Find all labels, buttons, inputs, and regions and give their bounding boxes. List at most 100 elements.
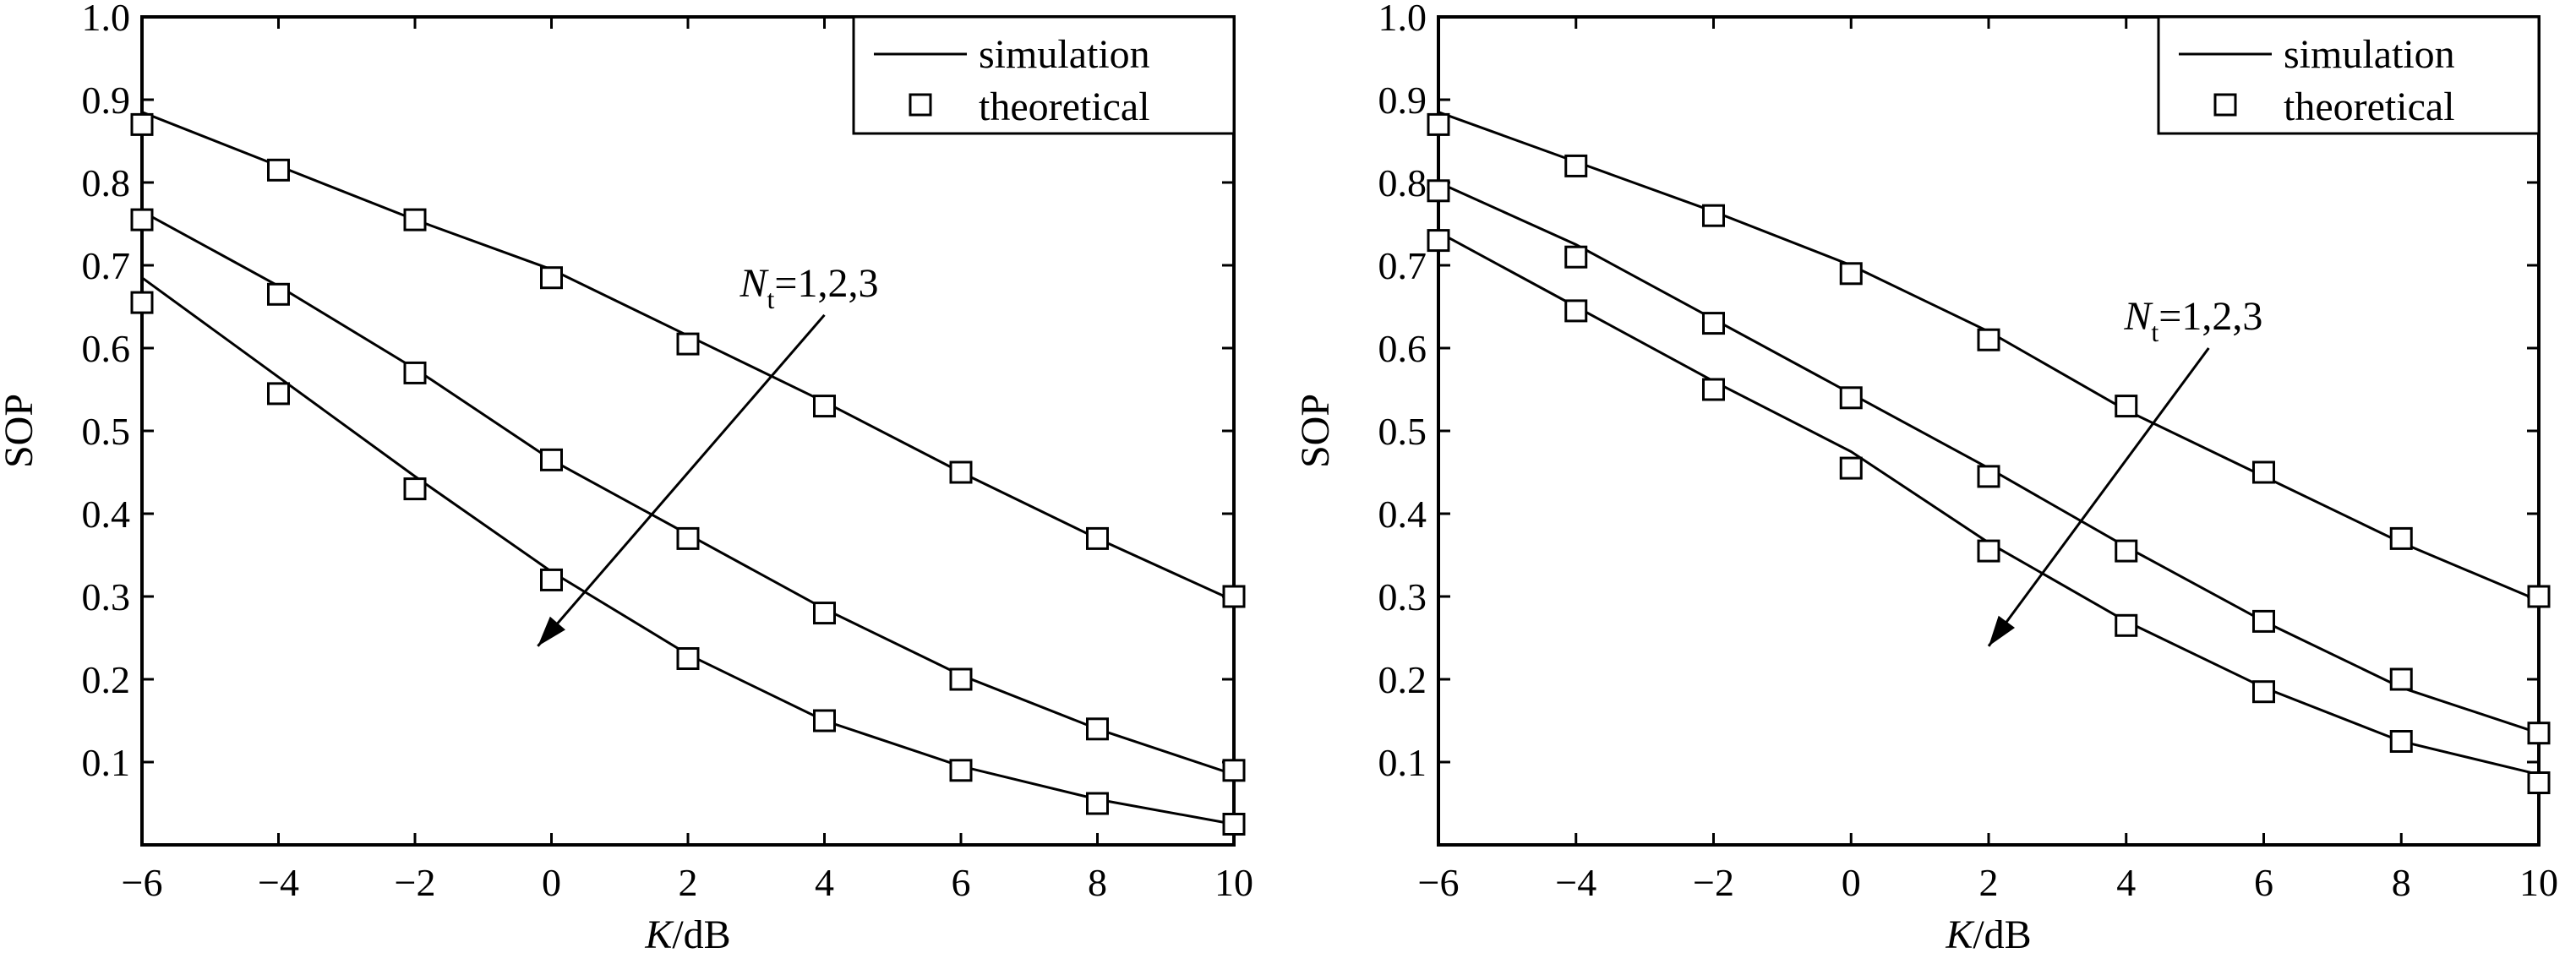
annotation-arrow-line	[537, 313, 826, 647]
x-tick-label: −2	[1693, 861, 1734, 904]
theoretical-marker	[1702, 378, 1725, 401]
theoretical-marker	[540, 448, 563, 471]
theoretical-marker	[1564, 299, 1588, 323]
theoretical-marker	[2252, 609, 2275, 633]
annotation-label: Nt=1,2,3	[2123, 294, 2262, 347]
theoretical-marker	[1702, 312, 1725, 335]
theoretical-marker	[1086, 526, 1109, 550]
theoretical-marker	[949, 667, 973, 691]
x-tick-label: 6	[2254, 861, 2273, 904]
x-tick-label: 0	[1842, 861, 1861, 904]
theoretical-marker	[1427, 179, 1450, 203]
x-tick-label: 2	[679, 861, 698, 904]
theoretical-marker	[1839, 386, 1863, 410]
theoretical-marker	[2527, 771, 2551, 794]
y-tick-label: 0.7	[1378, 244, 1427, 287]
theoretical-marker	[130, 291, 154, 314]
legend-label-theoretical: theoretical	[979, 84, 1150, 129]
x-tick-label: 8	[2392, 861, 2411, 904]
y-tick-label: 0.2	[82, 658, 131, 701]
theoretical-marker	[1222, 759, 1246, 782]
simulation-line	[141, 276, 1235, 825]
x-tick-label: −6	[1418, 861, 1460, 904]
y-tick-label: 0.7	[82, 244, 131, 287]
x-tick-label: 0	[542, 861, 561, 904]
x-axis-label-unit: /dB	[672, 912, 730, 957]
theoretical-marker	[540, 568, 563, 591]
y-tick-label: 0.8	[1378, 161, 1427, 204]
series-1	[130, 111, 1246, 608]
x-tick-label: −2	[395, 861, 436, 904]
x-axis-label-var: K	[644, 912, 674, 957]
chart-panel-1: −6 −4 −2 0 2 4 6 8 10 0.1 0.2 0.3 0.4 0.5 0.6 0.7 0.8 0.9…	[0, 0, 1253, 957]
theoretical-marker	[1977, 328, 2000, 351]
annotation-values: =1,2,3	[774, 261, 878, 306]
y-axis-label: SOP	[1293, 394, 1338, 468]
annotation-arrow-line	[1987, 347, 2210, 647]
theoretical-marker	[2389, 730, 2413, 753]
theoretical-marker	[403, 208, 427, 231]
legend: simulation theoretical	[2157, 15, 2541, 135]
theoretical-marker	[2115, 539, 2138, 563]
legend-marker-swatch	[2213, 93, 2237, 117]
theoretical-marker	[1086, 792, 1109, 815]
theoretical-marker	[2527, 722, 2551, 745]
theoretical-marker	[267, 382, 290, 406]
theoretical-marker	[1564, 245, 1588, 269]
y-tick-label: 1.0	[1378, 0, 1427, 39]
chart-panel-2: −6 −4 −2 0 2 4 6 8 10 0.1 0.2 0.3 0.4 0.5 0.6 0.7 0.8 0.9…	[1293, 0, 2558, 957]
annotation-values: =1,2,3	[2158, 294, 2262, 339]
series-2	[1427, 179, 2551, 745]
y-tick-label: 0.3	[82, 575, 131, 618]
series-3	[1427, 229, 2551, 794]
theoretical-marker	[2252, 460, 2275, 484]
legend-label-simulation: simulation	[979, 32, 1150, 77]
theoretical-marker	[403, 361, 427, 384]
simulation-line	[1438, 181, 2540, 735]
x-axis-label-unit: /dB	[1973, 912, 2031, 957]
y-tick-label: 0.9	[82, 79, 131, 122]
annotation-symbol: N	[740, 261, 770, 306]
annotation-subscript: t	[767, 284, 775, 314]
theoretical-marker	[1222, 813, 1246, 836]
theoretical-marker	[1427, 112, 1450, 136]
series-1	[1427, 111, 2551, 608]
annotation-label: Nt=1,2,3	[740, 261, 879, 314]
theoretical-marker	[949, 759, 973, 782]
x-tick-label: 4	[2116, 861, 2136, 904]
simulation-line	[1438, 111, 2540, 602]
theoretical-marker	[676, 332, 700, 356]
y-tick-label: 1.0	[82, 0, 131, 39]
theoretical-marker	[1839, 262, 1863, 286]
theoretical-marker	[130, 112, 154, 136]
y-tick-label: 0.5	[1378, 410, 1427, 453]
series-2	[130, 208, 1246, 782]
theoretical-marker	[1977, 465, 2000, 488]
x-axis-label-var: K	[1945, 912, 1975, 957]
y-tick-label: 0.1	[82, 741, 131, 784]
x-tick-label: 2	[1979, 861, 1999, 904]
x-tick-label: −6	[122, 861, 163, 904]
theoretical-marker	[130, 208, 154, 231]
y-tick-label: 0.6	[82, 327, 131, 370]
annotation-subscript: t	[2151, 317, 2158, 347]
theoretical-marker	[1086, 717, 1109, 741]
y-tick-label: 0.6	[1378, 327, 1427, 370]
legend-label-theoretical: theoretical	[2284, 84, 2455, 129]
theoretical-marker	[2389, 667, 2413, 691]
x-tick-label: 8	[1088, 861, 1107, 904]
y-tick-label: 0.8	[82, 161, 131, 204]
x-axis-label: K/dB	[644, 912, 730, 957]
plot-frame	[1437, 15, 2541, 847]
theoretical-marker	[267, 158, 290, 182]
theoretical-marker	[813, 395, 836, 418]
theoretical-marker	[403, 477, 427, 501]
legend: simulation theoretical	[852, 15, 1236, 135]
annotation-arrow-head	[1989, 615, 2016, 646]
simulation-line	[1438, 231, 2540, 776]
x-tick-label: −4	[1555, 861, 1596, 904]
annotation-symbol: N	[2123, 294, 2153, 339]
theoretical-marker	[540, 266, 563, 290]
simulation-line	[141, 210, 1235, 776]
annotation-arrow-head	[538, 616, 565, 646]
